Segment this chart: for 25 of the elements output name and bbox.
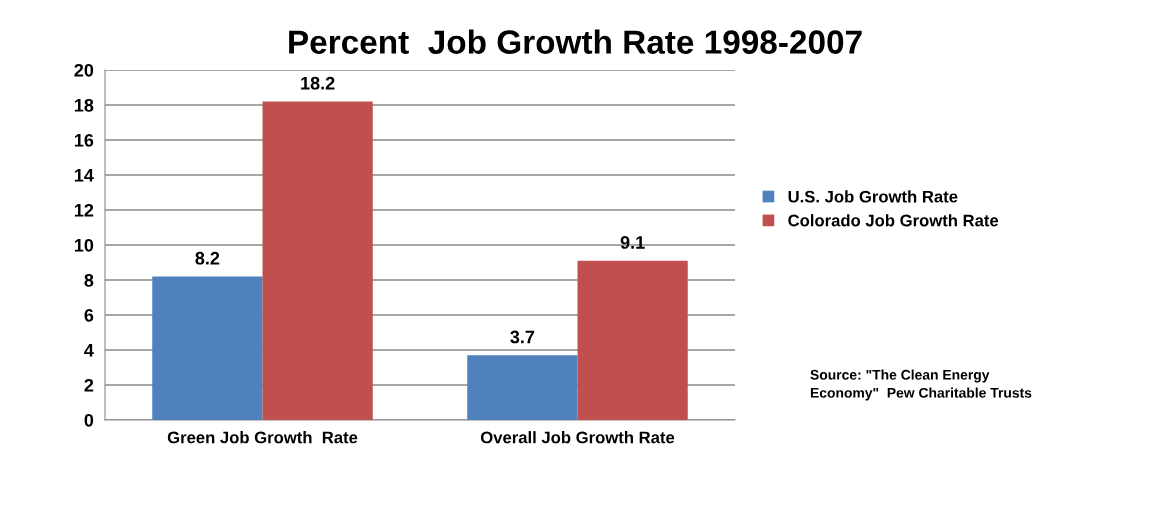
bar xyxy=(467,355,578,420)
y-tick-label: 8 xyxy=(84,273,94,287)
legend-label: Colorado Job Growth Rate xyxy=(788,214,999,227)
x-tick-label: Overall Job Growth Rate xyxy=(480,431,675,444)
y-tick-label: 0 xyxy=(84,413,94,427)
x-tick-label: Green Job Growth Rate xyxy=(167,431,358,444)
bar xyxy=(577,260,688,420)
data-label: 3.7 xyxy=(510,330,535,344)
chart-title: Percent Job Growth Rate 1998-2007 xyxy=(289,29,862,54)
source-note: Source: "The Clean Energy Economy" Pew Charitable Trusts xyxy=(810,369,1032,401)
y-tick-label: 4 xyxy=(84,344,94,357)
y-tick-label: 18 xyxy=(74,98,94,112)
y-tick-label: 12 xyxy=(74,203,94,217)
data-label: 9.1 xyxy=(620,236,645,249)
data-label: 8.2 xyxy=(195,251,220,265)
y-tick-label: 2 xyxy=(84,378,94,392)
bar xyxy=(152,276,263,420)
data-label: 18.2 xyxy=(301,76,335,90)
y-tick-label: 6 xyxy=(84,308,94,322)
y-tick-label: 20 xyxy=(74,63,94,77)
y-tick-label: 14 xyxy=(74,169,94,182)
legend-label: U.S. Job Growth Rate xyxy=(788,190,958,203)
y-tick-label: 16 xyxy=(74,133,94,147)
y-tick-label: 10 xyxy=(74,238,94,252)
bar xyxy=(262,101,373,420)
